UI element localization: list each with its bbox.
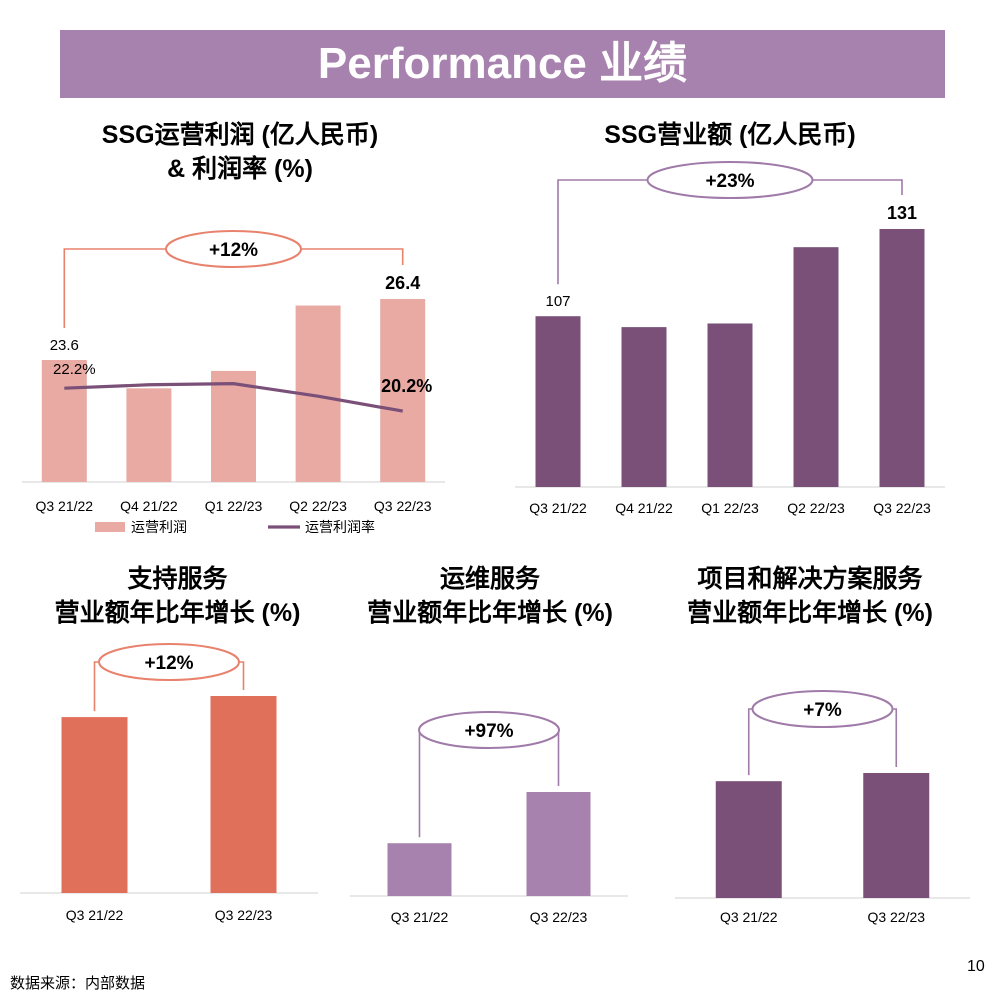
panel1-margin-line: [64, 382, 403, 413]
panel4-title: 运维服务 营业额年比年增长 (%): [335, 562, 645, 630]
panel4-title-line1: 运维服务: [439, 565, 540, 593]
panel2-tick-label-4: Q2 22/23: [787, 500, 845, 516]
panel3-bar-2: [210, 696, 277, 893]
panel1-tick-label-4: Q2 22/23: [289, 498, 347, 514]
panel1-tick-label-3: Q1 22/23: [205, 498, 263, 514]
panel2-bar-label-5: 131: [887, 203, 917, 223]
panel3-tick-label-2: Q3 22/23: [215, 907, 273, 923]
panel4-tick-label-1: Q3 21/22: [391, 909, 449, 925]
panel1-legend-label-bar: 运营利润: [131, 519, 187, 535]
panel2-tick-label-2: Q4 21/22: [615, 500, 673, 516]
panel5-tick-label-2: Q3 22/23: [867, 909, 925, 925]
panel3-growth-oval: [98, 643, 240, 681]
panel2-bar-5: [879, 229, 925, 487]
panel3-title: 支持服务 营业额年比年增长 (%): [20, 562, 335, 630]
panel2-bar-2: [621, 327, 667, 487]
panel2-bar-4: [793, 247, 839, 487]
panel4-bar-1: [387, 843, 452, 896]
panel2-title-line1: SSG营业额 (亿人民币): [604, 121, 856, 149]
panel2-growth-oval: [646, 161, 814, 199]
panel5-bar-1: [715, 781, 782, 898]
panel1-bar-2: [126, 388, 172, 482]
panel4-bar-2: [526, 792, 591, 896]
panel1-bar-label-5: 26.4: [385, 273, 420, 293]
panel5-title-line1: 项目和解决方案服务: [697, 565, 923, 593]
panel2-tick-label-1: Q3 21/22: [529, 500, 587, 516]
panel4-growth-label: +97%: [464, 721, 513, 742]
panel2-bar-label-1: 107: [545, 293, 570, 310]
page-number: 10: [967, 958, 985, 975]
panel2-title: SSG营业额 (亿人民币): [520, 118, 940, 152]
panel5-bar-2: [863, 773, 930, 898]
panel1-title: SSG运营利润 (亿人民币) & 利润率 (%): [30, 118, 450, 186]
panel1-legend-swatch-bar: [95, 522, 125, 532]
source-footnote: 数据来源：内部数据: [10, 975, 146, 992]
panel2-growth-label: +23%: [705, 171, 754, 192]
panel5-growth-label: +7%: [803, 700, 842, 721]
performance-banner: Performance 业绩: [60, 30, 945, 98]
panel1-bar-1: [41, 360, 87, 482]
panel2-bar-1: [535, 316, 581, 487]
panel2-tick-label-5: Q3 22/23: [873, 500, 931, 516]
panel3-tick-label-1: Q3 21/22: [66, 907, 124, 923]
panel1-line-label-5: 20.2%: [381, 376, 432, 396]
panel3-bar-1: [61, 717, 128, 893]
panel1-title-line2: & 利润率 (%): [167, 155, 313, 183]
panel4-growth-oval: [418, 711, 560, 749]
panel3-title-line1: 支持服务: [127, 565, 228, 593]
panel1-line-label-1: 22.2%: [53, 361, 96, 378]
panel5-tick-label-1: Q3 21/22: [720, 909, 778, 925]
panel1-legend-label-line: 运营利润率: [305, 519, 375, 535]
panel1-title-line1: SSG运营利润 (亿人民币): [101, 121, 379, 149]
panel2-tick-label-3: Q1 22/23: [701, 500, 759, 516]
panel4-tick-label-2: Q3 22/23: [530, 909, 588, 925]
panel1-tick-label-2: Q4 21/22: [120, 498, 178, 514]
panel4-title-line2: 营业额年比年增长 (%): [367, 599, 613, 627]
panel5-title: 项目和解决方案服务 营业额年比年增长 (%): [650, 562, 970, 630]
panel1-tick-label-5: Q3 22/23: [374, 498, 432, 514]
panel1-bar-3: [211, 370, 256, 482]
panel5-title-line2: 营业额年比年增长 (%): [687, 599, 933, 627]
panel5-growth-oval: [751, 690, 894, 728]
panel3-title-line2: 营业额年比年增长 (%): [54, 599, 301, 627]
panel1-tick-label-1: Q3 21/22: [35, 498, 93, 514]
panel3-growth-label: +12%: [144, 653, 193, 674]
panel1-bar-5: [380, 299, 426, 482]
panel1-growth-oval: [165, 230, 302, 268]
panel2-bar-3: [707, 323, 753, 487]
panel1-bar-label-1: 23.6: [50, 337, 79, 354]
panel1-growth-label: +12%: [209, 240, 258, 261]
